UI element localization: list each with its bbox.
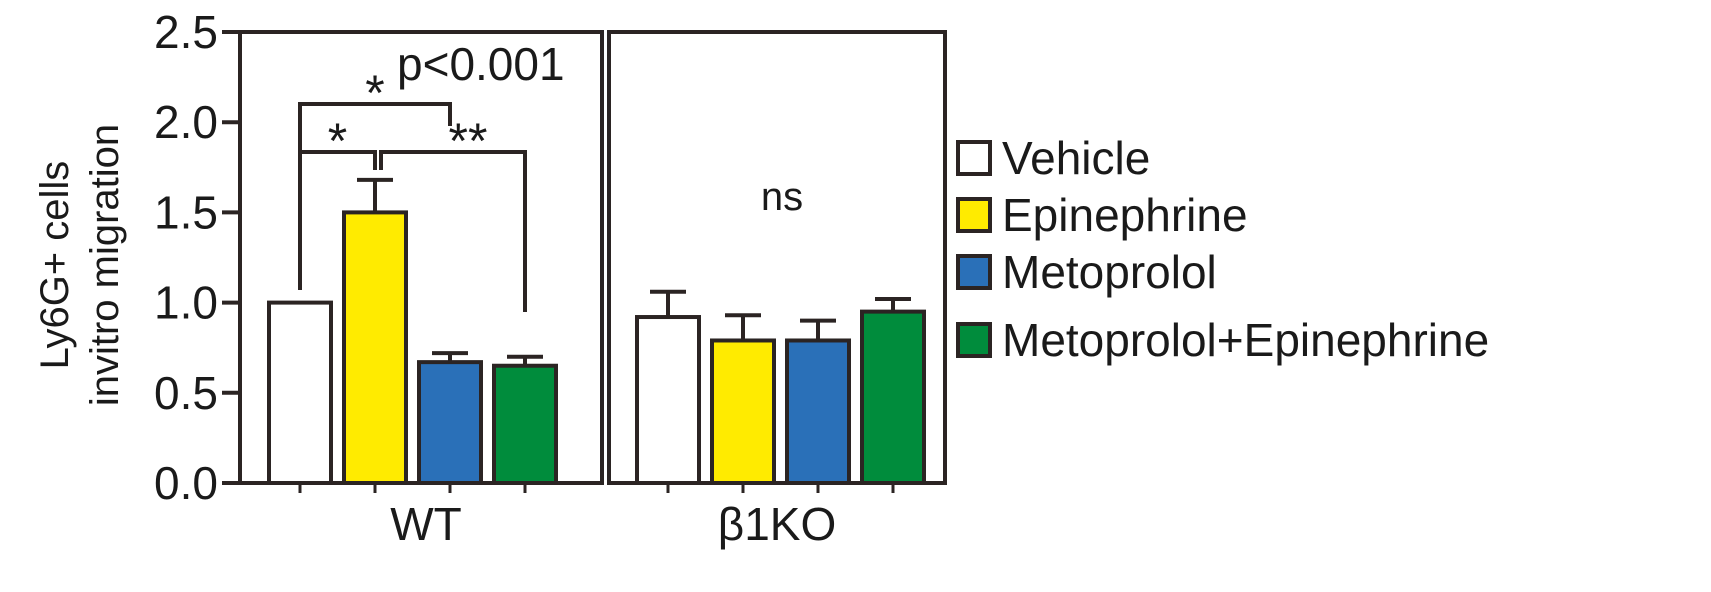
legend-label: Metoprolol <box>1002 246 1217 298</box>
bar <box>492 363 558 485</box>
y-axis-label-line-1: Ly6G+ cells <box>33 161 77 370</box>
y-axis: 0.0 0.5 1.0 1.5 2.0 2.5 <box>154 6 242 509</box>
bar <box>860 309 926 485</box>
legend-item: Vehicle <box>956 132 1150 184</box>
legend-swatch <box>956 254 992 290</box>
y-tick-label: 2.5 <box>154 6 218 58</box>
y-tick-label: 0.5 <box>154 367 218 419</box>
bar <box>710 338 776 486</box>
significance-bracket <box>379 150 527 312</box>
y-tick-label: 0.0 <box>154 457 218 509</box>
bar <box>342 210 408 485</box>
significance-star: ** <box>449 113 488 169</box>
y-tick-label: 2.0 <box>154 96 218 148</box>
ns-annotation: ns <box>761 175 803 219</box>
legend-label: Vehicle <box>1002 132 1150 184</box>
legend-swatch <box>956 322 992 358</box>
y-tick-label: 1.0 <box>154 277 218 329</box>
panel-wt: WTp<0.001** ** <box>238 30 604 550</box>
significance-star: * <box>365 65 384 121</box>
legend-label: Metoprolol+Epinephrine <box>1002 314 1489 366</box>
x-category-label: β1KO <box>718 498 837 550</box>
legend-item: Epinephrine <box>956 189 1248 241</box>
significance-bracket <box>298 150 377 290</box>
panel-b1ko: β1KO ns <box>607 30 947 550</box>
y-axis-label-line-2: invitro migration <box>83 124 127 406</box>
y-tick-label: 1.5 <box>154 186 218 238</box>
bar <box>267 300 333 485</box>
p-value-annotation: p<0.001 <box>397 38 565 90</box>
legend-label: Epinephrine <box>1002 189 1248 241</box>
x-category-label: WT <box>390 498 462 550</box>
legend-item: Metoprolol+Epinephrine <box>956 314 1489 366</box>
bar <box>785 338 851 486</box>
y-axis-label: Ly6G+ cells invitro migration <box>33 124 127 406</box>
legend-swatch <box>956 197 992 233</box>
significance-star: * <box>328 113 347 169</box>
legend-item: Metoprolol <box>956 246 1217 298</box>
bar <box>417 360 483 485</box>
panel-frame <box>607 30 947 485</box>
bar <box>635 315 701 486</box>
legend-swatch <box>956 140 992 176</box>
